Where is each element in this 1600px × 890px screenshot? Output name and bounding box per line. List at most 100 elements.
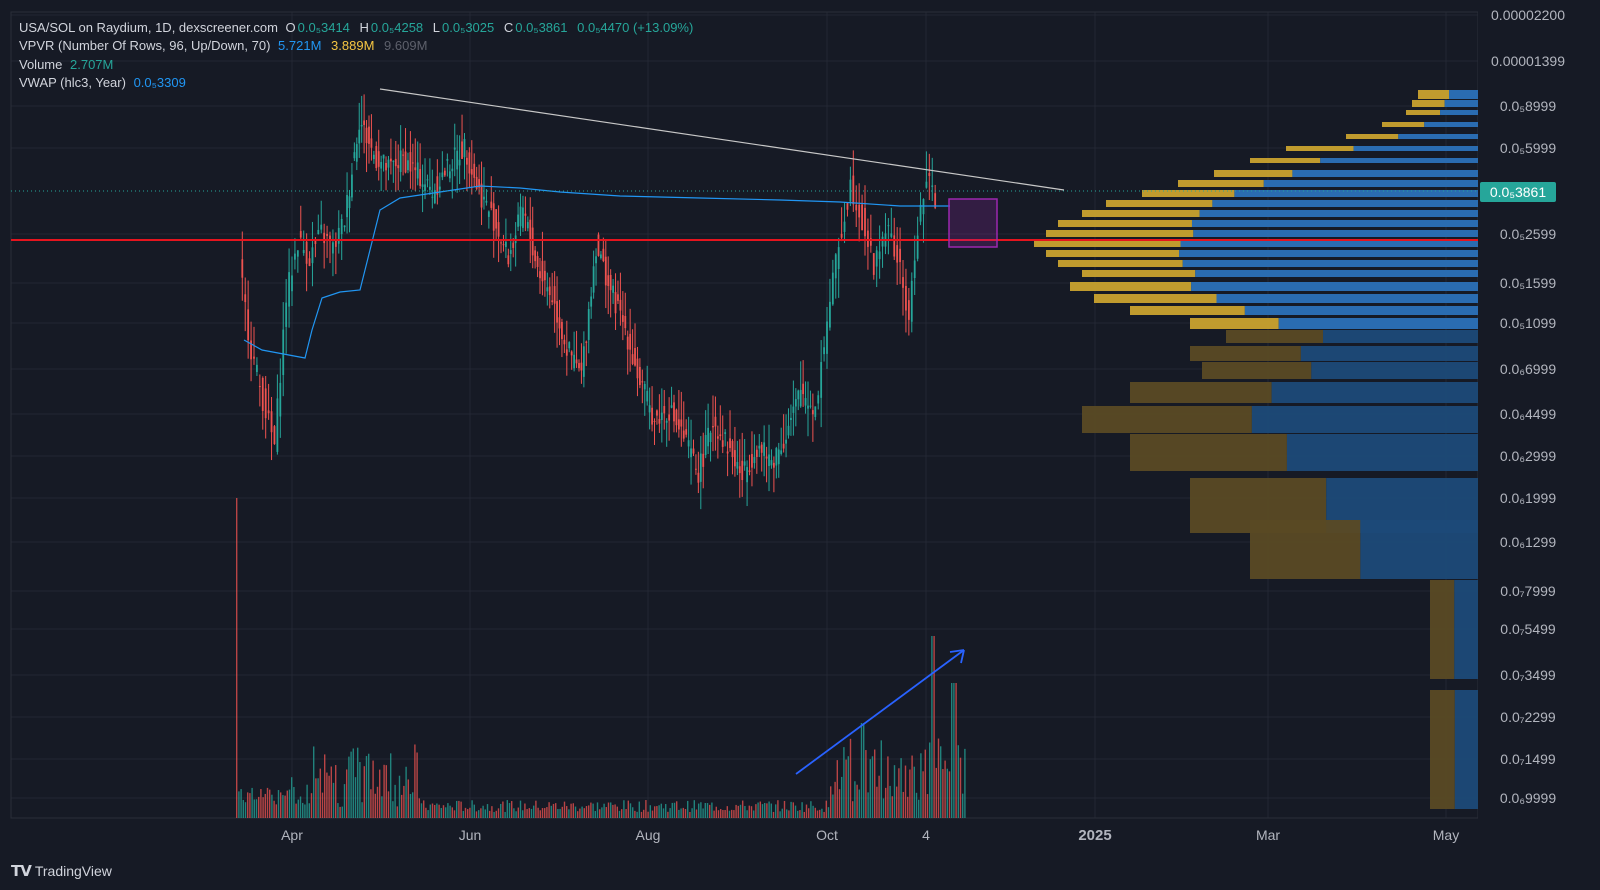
volume-bar <box>337 803 339 818</box>
candle-body <box>704 434 707 455</box>
volume-bar <box>317 778 319 818</box>
candle-body <box>443 170 446 176</box>
legend-vwap-row[interactable]: VWAP (hlc3, Year) 0.0₅3309 <box>19 74 699 92</box>
volume-bar <box>830 786 832 818</box>
candle-body <box>323 232 326 244</box>
volume-label: Volume <box>19 56 63 72</box>
candle-body <box>492 203 495 231</box>
volume-bar <box>236 498 238 818</box>
candle-body <box>565 349 568 356</box>
volume-bar <box>929 742 931 818</box>
candle-body <box>677 419 680 430</box>
vp-row-up <box>1251 406 1478 433</box>
vp-row-down <box>1250 520 1361 579</box>
legend-volume-row[interactable]: Volume 2.707M <box>19 56 699 74</box>
candle-body <box>320 224 323 230</box>
candle-body <box>421 184 424 187</box>
volume-bar <box>750 806 753 818</box>
candle-body <box>680 419 683 427</box>
volume-bar <box>684 809 687 818</box>
legend-vpvr-row[interactable]: VPVR (Number Of Rows, 96, Up/Down, 70) 5… <box>19 37 699 55</box>
volume-bar <box>354 777 357 818</box>
volume-bar <box>788 810 790 818</box>
volume-bar <box>447 803 449 818</box>
volume-bar <box>456 800 458 818</box>
volume-bar <box>480 808 482 818</box>
price-tick-label: 0.0₆9999 <box>1500 790 1556 806</box>
volume-bar <box>332 782 335 818</box>
candle-body <box>490 201 493 208</box>
time-axis: Apr Jun Aug Oct 4 2025 Mar May <box>281 827 1459 844</box>
volume-bar <box>871 756 874 818</box>
volume-bar <box>933 636 935 818</box>
ohlc-open-key: O <box>285 20 296 35</box>
volume-bar <box>953 683 955 818</box>
vp-row-down <box>1430 580 1455 679</box>
candle-body <box>426 179 429 181</box>
volume-bar <box>733 810 735 818</box>
candle-body <box>375 146 378 169</box>
volume-bar <box>867 792 869 818</box>
vp-row-up <box>1271 382 1478 403</box>
candle-body <box>931 185 934 187</box>
vp-row-up <box>1191 220 1478 227</box>
time-tick-label: Aug <box>636 827 661 843</box>
volume-bar <box>625 809 627 818</box>
vp-row-down <box>1130 434 1287 471</box>
volume-bar <box>693 800 695 818</box>
volume-bar <box>955 683 957 818</box>
candle-body <box>587 309 590 340</box>
volume-bar <box>445 807 447 818</box>
volume-bar <box>841 776 843 818</box>
candle-body <box>826 321 828 354</box>
candle-body <box>244 294 247 303</box>
volume-bar <box>398 775 401 818</box>
volume-bar <box>475 811 478 818</box>
candle-body <box>741 460 744 480</box>
candle-body <box>370 138 373 148</box>
volume-bar <box>640 811 643 818</box>
volume-bar <box>783 800 786 818</box>
vp-row-down <box>1070 282 1192 291</box>
volume-bar <box>885 787 887 818</box>
volume-bar <box>959 757 962 818</box>
candle-body <box>612 285 614 293</box>
candle-body <box>302 250 305 254</box>
ohlc-high-value: 0.0₅4258 <box>370 20 424 35</box>
vp-row-down <box>1190 346 1301 361</box>
time-tick-label: 4 <box>922 827 930 843</box>
candle-body <box>772 462 775 468</box>
volume-bar <box>645 800 647 818</box>
candle-body <box>337 227 340 244</box>
candle-body <box>546 287 549 292</box>
volume-bar <box>359 762 361 818</box>
vwap-label: VWAP (hlc3, Year) <box>19 74 126 90</box>
volume-bar <box>350 751 352 818</box>
candle-body <box>913 260 916 278</box>
volume-bar <box>904 765 907 818</box>
candle-body <box>270 411 273 433</box>
volume-bar <box>530 808 533 818</box>
volume-bar <box>836 760 838 818</box>
volume-bar <box>277 790 280 818</box>
volume-bar <box>449 805 451 818</box>
candle-body <box>294 253 296 260</box>
volume-bar <box>643 809 645 818</box>
candle-body <box>305 241 308 264</box>
candle-body <box>539 271 541 279</box>
candle-body <box>250 340 252 360</box>
volume-bar <box>937 738 940 818</box>
candle-body <box>483 196 485 200</box>
volume-bar <box>469 807 471 818</box>
volume-bar <box>247 792 249 818</box>
candle-body <box>852 175 855 205</box>
vp-row-down <box>1082 270 1196 277</box>
volume-bar <box>526 809 528 818</box>
tradingview-brand[interactable]: 𝗧𝗩 TradingView <box>11 862 112 880</box>
volume-bar <box>799 810 801 818</box>
candle-body <box>580 362 583 371</box>
volume-bar <box>511 801 513 818</box>
candle-body <box>609 274 612 291</box>
price-tick-label: 0.0₅8999 <box>1500 98 1556 114</box>
